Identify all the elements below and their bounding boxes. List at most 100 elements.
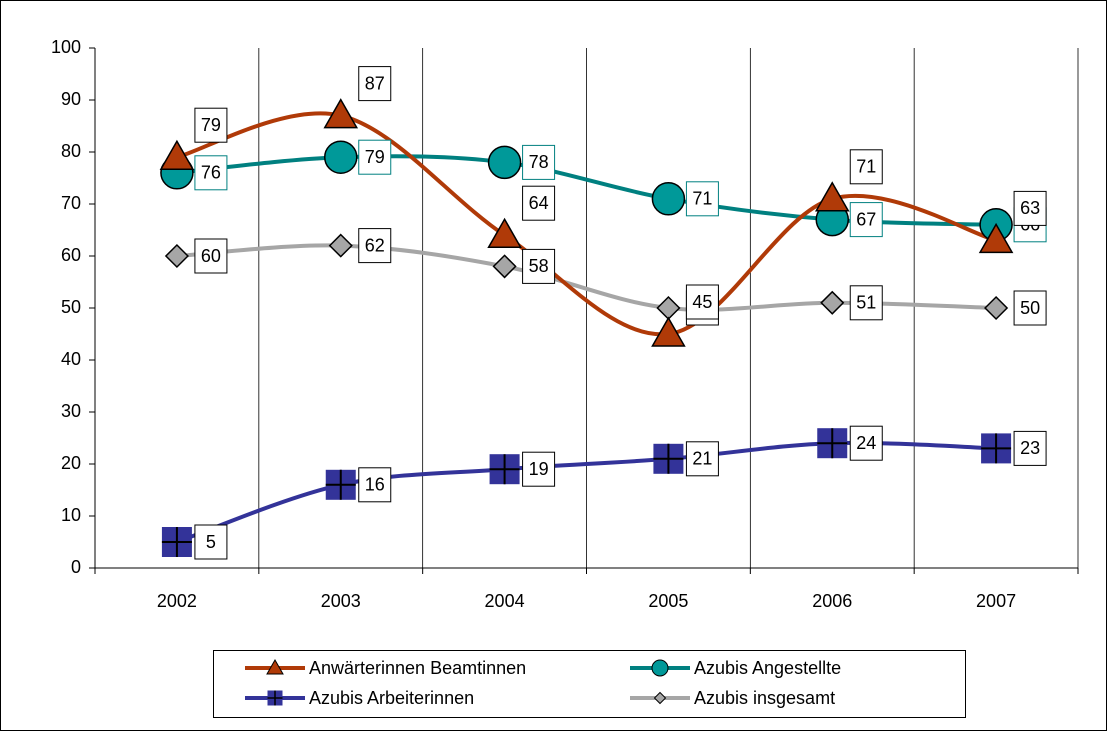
x-tick-label: 2003 (321, 591, 361, 611)
series-markers (161, 428, 1012, 557)
data-label-box (1013, 190, 1047, 226)
legend-symbol (653, 691, 667, 705)
data-label: 64 (529, 193, 549, 213)
y-tick-label: 100 (51, 37, 81, 57)
data-label: 87 (365, 73, 385, 93)
y-tick-label: 50 (61, 297, 81, 317)
data-label: 23 (1020, 438, 1040, 458)
data-label: 67 (856, 209, 876, 229)
legend-marker (267, 690, 283, 706)
data-label: 60 (201, 246, 221, 266)
y-tick-label: 80 (61, 141, 81, 161)
data-label-box (194, 238, 228, 274)
y-tick-label: 60 (61, 245, 81, 265)
data-label: 78 (529, 152, 549, 172)
data-label: 50 (1020, 298, 1040, 318)
y-tick-label: 30 (61, 401, 81, 421)
data-label: 71 (692, 189, 712, 209)
marker (984, 295, 1009, 321)
marker (651, 316, 686, 347)
legend-marker (653, 691, 667, 705)
x-tick-label: 2002 (157, 591, 197, 611)
marker-cross (817, 428, 848, 459)
marker (978, 222, 1014, 254)
data-label: 63 (1020, 198, 1040, 218)
data-label-box (1013, 290, 1047, 326)
marker (324, 140, 358, 174)
marker (814, 181, 850, 212)
data-label-box (358, 139, 392, 175)
marker (651, 182, 686, 216)
marker (159, 139, 195, 170)
data-label-box (358, 467, 392, 503)
data-label-box (358, 228, 392, 264)
marker-cross (161, 527, 192, 557)
data-label: 76 (201, 163, 221, 183)
data-label-box (522, 248, 556, 284)
data-label-box (194, 107, 228, 143)
data-label: 71 (856, 157, 876, 177)
series-line (176, 111, 997, 337)
data-label-box (849, 285, 883, 321)
data-label: 79 (365, 147, 385, 167)
marker-cross (981, 433, 1012, 464)
legend-marker (266, 658, 284, 675)
legend-symbol (651, 659, 669, 677)
data-label: 19 (529, 459, 549, 479)
data-label: 16 (365, 475, 385, 495)
y-tick-label: 70 (61, 193, 81, 213)
y-tick-label: 10 (61, 505, 81, 525)
marker (487, 217, 522, 248)
data-label: 24 (856, 433, 876, 453)
marker (164, 243, 189, 269)
data-label-box (849, 149, 883, 185)
marker-cross (325, 469, 356, 500)
x-tick-label: 2006 (812, 591, 852, 611)
y-tick-label: 0 (71, 557, 81, 577)
data-label: 5 (206, 532, 216, 552)
data-label: 62 (365, 235, 385, 255)
data-label: 51 (856, 293, 876, 313)
y-tick-label: 20 (61, 453, 81, 473)
legend-marker (651, 659, 669, 677)
y-tick-label: 90 (61, 89, 81, 109)
data-label-box (849, 202, 883, 238)
data-label: 21 (692, 449, 712, 469)
data-label-box (849, 425, 883, 461)
data-label: 45 (692, 292, 712, 312)
data-label-box (685, 441, 719, 477)
legend-label: Anwärterinnen Beamtinnen (309, 658, 526, 678)
series-markers (164, 233, 1009, 321)
x-tick-label: 2007 (976, 591, 1016, 611)
marker-cross (489, 454, 520, 485)
legend-label: Azubis Arbeiterinnen (309, 688, 474, 708)
marker (487, 145, 522, 180)
data-label-box (358, 66, 392, 102)
legend-box (213, 650, 966, 718)
x-tick-label: 2005 (648, 591, 688, 611)
data-label-box (522, 144, 556, 180)
data-label-box (522, 185, 556, 221)
data-label-box (522, 451, 556, 487)
legend-label: Azubis Angestellte (694, 658, 841, 678)
data-label: 58 (529, 256, 549, 276)
marker (492, 254, 517, 279)
series-markers (159, 98, 1014, 347)
data-label-box (1013, 430, 1047, 466)
marker-cross (653, 443, 684, 474)
legend-symbol (266, 658, 284, 675)
data-label-box (685, 284, 719, 320)
marker (820, 290, 845, 315)
marker (323, 98, 359, 129)
legend-symbol-cross (267, 690, 283, 706)
data-label-box (194, 524, 228, 560)
data-label-box (194, 155, 228, 191)
marker (328, 233, 353, 258)
legend-label: Azubis insgesamt (694, 688, 835, 708)
y-tick-label: 40 (61, 349, 81, 369)
data-label: 79 (201, 115, 221, 135)
data-label-box (685, 181, 719, 217)
x-tick-label: 2004 (485, 591, 525, 611)
